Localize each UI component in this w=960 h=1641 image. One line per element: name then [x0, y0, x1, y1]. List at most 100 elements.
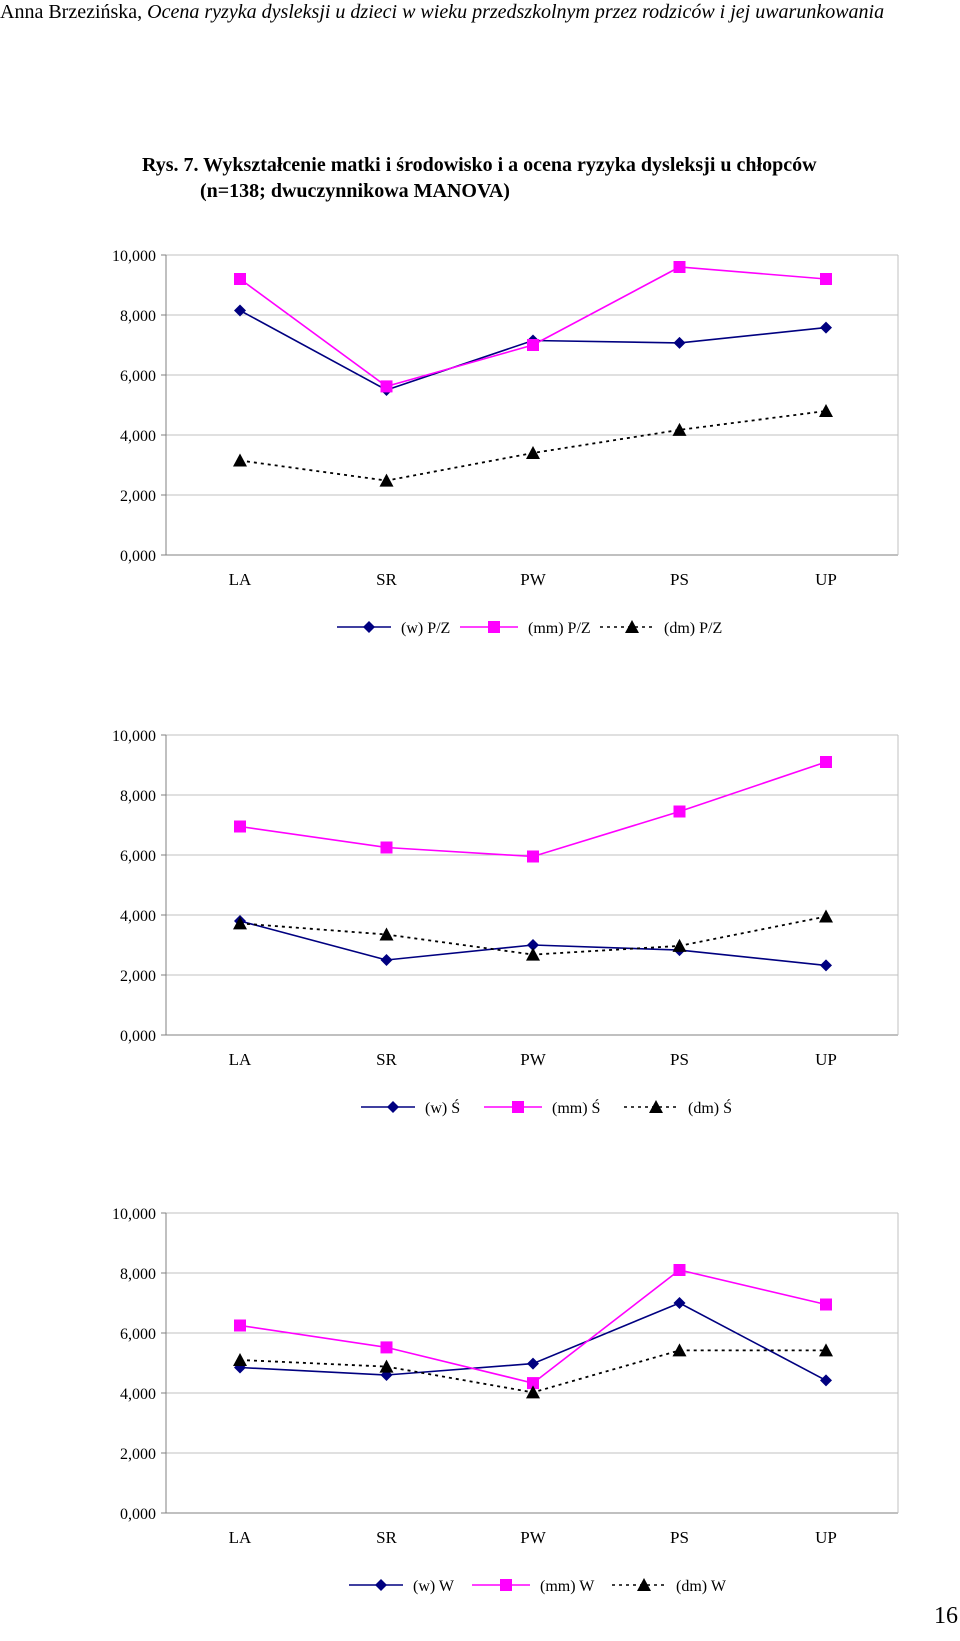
data-point-mm — [673, 1264, 686, 1276]
data-point-mm — [820, 756, 832, 768]
data-point-w — [673, 336, 686, 349]
legend-label: (mm) W — [540, 1578, 595, 1595]
data-point-w — [527, 939, 539, 951]
y-tick-label: 0,000 — [120, 1506, 156, 1523]
y-tick-label: 10,000 — [112, 728, 156, 745]
header-author: Anna Brzezińska, — [0, 1, 143, 23]
data-point-dm — [526, 446, 540, 459]
legend-label: (dm) W — [676, 1578, 727, 1595]
legend-marker-dm — [637, 1578, 651, 1591]
x-tick-label: UP — [815, 1050, 837, 1069]
data-point-w — [234, 304, 246, 317]
data-point-dm — [233, 916, 247, 930]
data-point-dm — [672, 422, 687, 436]
legend-label: (w) W — [413, 1578, 455, 1595]
series-line-mm — [239, 761, 827, 858]
x-tick-label: SR — [376, 1528, 397, 1547]
x-tick-label: PS — [670, 570, 689, 589]
x-tick-label: LA — [229, 1528, 252, 1547]
legend-marker-mm — [488, 621, 500, 633]
data-point-mm — [527, 850, 539, 863]
chart-parents-and-caregivers: 0,000 2,000 4,000 6,000 8,000 10,000 LA SR PW PS U… — [112, 248, 899, 637]
legend-label: (mm) P/Z — [528, 620, 591, 637]
y-tick-label: 0,000 — [120, 548, 156, 565]
y-tick-label: 6,000 — [120, 368, 156, 385]
y-tick-label: 2,000 — [120, 968, 156, 985]
data-point-dm — [526, 1385, 540, 1399]
page-number: 16 — [934, 1603, 958, 1629]
y-tick-label: 2,000 — [120, 488, 156, 505]
data-point-dm — [526, 947, 540, 961]
legend-marker-w — [363, 621, 375, 633]
data-point-dm — [819, 1343, 833, 1357]
y-tick-label: 6,000 — [120, 848, 156, 865]
data-point-w — [527, 1357, 539, 1370]
chart-village: 0,000 2,000 4,000 6,000 8,000 10,000 LA SR PW PS U… — [112, 1206, 899, 1595]
legend-marker-w — [387, 1101, 399, 1113]
data-point-dm — [672, 938, 687, 952]
series-line-mm — [239, 266, 827, 388]
legend-marker-w — [375, 1579, 387, 1591]
data-point-dm — [379, 1359, 394, 1373]
x-tick-label: PW — [520, 570, 546, 589]
y-tick-label: 6,000 — [120, 1326, 156, 1343]
x-tick-label: PW — [520, 1050, 546, 1069]
x-tick-label: LA — [229, 1050, 252, 1069]
data-point-mm — [234, 820, 246, 833]
caption-line-2: (n=138; dwuczynnikowa MANOVA) — [200, 180, 510, 202]
legend-marker-mm — [512, 1101, 524, 1113]
data-point-mm — [380, 841, 393, 854]
data-point-dm — [379, 473, 394, 487]
x-tick-label: SR — [376, 570, 397, 589]
y-tick-label: 10,000 — [112, 1206, 156, 1223]
data-point-mm — [380, 380, 393, 393]
x-tick-label: LA — [229, 570, 252, 589]
legend-label: (w) Ś — [425, 1098, 460, 1117]
data-point-mm — [673, 805, 686, 818]
x-tick-label: UP — [815, 570, 837, 589]
data-point-w — [820, 321, 832, 334]
data-point-mm — [380, 1341, 393, 1354]
y-tick-label: 0,000 — [120, 1028, 156, 1045]
header-title: Ocena ryzyka dysleksji u dzieci w wieku … — [147, 1, 885, 23]
x-tick-label: SR — [376, 1050, 397, 1069]
legend-marker-dm — [649, 1100, 663, 1113]
legend-label: (w) P/Z — [401, 620, 450, 637]
data-point-dm — [233, 1353, 247, 1366]
data-point-mm — [820, 273, 832, 285]
y-tick-label: 2,000 — [120, 1446, 156, 1463]
data-point-mm — [527, 1377, 539, 1390]
y-tick-label: 8,000 — [120, 308, 156, 325]
legend-marker-mm — [500, 1579, 512, 1591]
legend-label: (mm) Ś — [552, 1098, 600, 1117]
legend-marker-dm — [625, 620, 639, 633]
data-point-dm — [379, 927, 394, 941]
chart-surroundings: 0,000 2,000 4,000 6,000 8,000 10,000 LA SR PW PS U… — [112, 728, 899, 1117]
data-point-mm — [234, 1319, 246, 1332]
data-point-dm — [672, 1343, 687, 1357]
data-point-mm — [527, 339, 539, 351]
series-line-dm — [239, 410, 827, 482]
x-tick-label: PW — [520, 1528, 546, 1547]
data-point-w — [380, 954, 393, 966]
data-point-dm — [233, 453, 247, 467]
data-point-dm — [819, 404, 833, 417]
x-tick-label: PS — [670, 1528, 689, 1547]
legend-label: (dm) Ś — [688, 1098, 732, 1117]
data-point-w — [673, 1297, 686, 1309]
figure-caption: Rys. 7. Wykształcenie matki i środowisko… — [142, 152, 922, 204]
legend-label: (dm) P/Z — [664, 620, 722, 637]
x-tick-label: UP — [815, 1528, 837, 1547]
x-tick-label: PS — [670, 1050, 689, 1069]
y-tick-label: 8,000 — [120, 788, 156, 805]
data-point-mm — [234, 273, 246, 285]
data-point-w — [820, 1374, 832, 1387]
data-point-mm — [820, 1298, 832, 1311]
y-tick-label: 10,000 — [112, 248, 156, 265]
y-tick-label: 4,000 — [120, 1386, 156, 1403]
caption-line-1: Rys. 7. Wykształcenie matki i środowisko… — [142, 154, 817, 176]
y-tick-label: 8,000 — [120, 1266, 156, 1283]
data-point-w — [820, 959, 832, 972]
data-point-mm — [673, 261, 686, 273]
y-tick-label: 4,000 — [120, 428, 156, 445]
